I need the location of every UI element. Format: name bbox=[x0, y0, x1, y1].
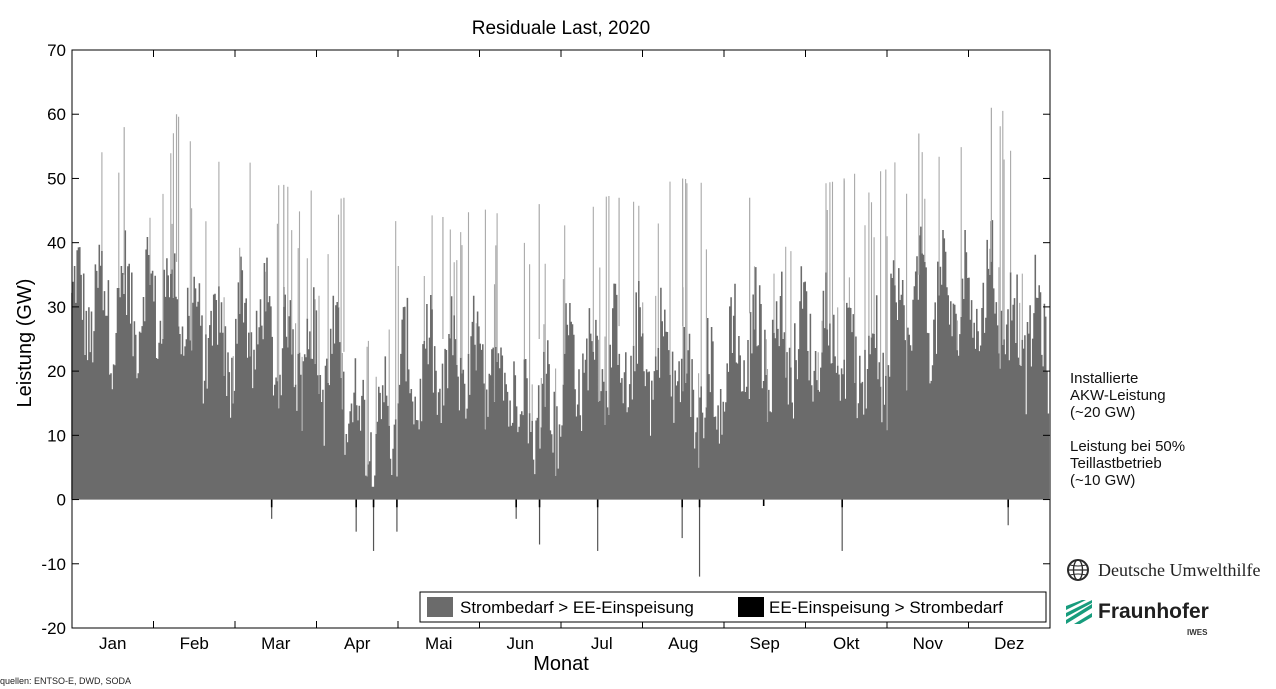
x-tick-label: Apr bbox=[344, 634, 371, 653]
y-tick-label: 50 bbox=[47, 169, 66, 188]
x-tick-label: Dez bbox=[994, 634, 1024, 653]
axes-group: 70 60 50 40 30 20 10 0 -10 -20 Jan Feb Mar Apr Mai Jun J… bbox=[41, 41, 1051, 653]
x-tick-label: Sep bbox=[750, 634, 780, 653]
legend-swatch-ee bbox=[738, 597, 764, 617]
akw-annotation: Installierte AKW-Leistung (~20 GW) bbox=[1070, 370, 1166, 421]
bars-group bbox=[71, 107, 1050, 577]
y-tick-label: 70 bbox=[47, 41, 66, 60]
y-tick-label: -10 bbox=[41, 555, 66, 574]
x-tick-label: Mar bbox=[261, 634, 291, 653]
legend: Strombedarf > EE-Einspeisung EE-Einspeisu… bbox=[419, 591, 1047, 623]
x-tick-label: Jul bbox=[591, 634, 613, 653]
legend-swatch-strombedarf bbox=[427, 597, 453, 617]
y-tick-label: -20 bbox=[41, 619, 66, 638]
y-tick-label: 20 bbox=[47, 362, 66, 381]
x-tick-label: Aug bbox=[668, 634, 698, 653]
duh-logo: Deutsche Umwelthilfe bbox=[1066, 558, 1260, 582]
y-axis-label: Leistung (GW) bbox=[14, 279, 36, 408]
x-tick-label: Okt bbox=[833, 634, 860, 653]
x-tick-label: Nov bbox=[913, 634, 944, 653]
source-note: quellen: ENTSO-E, DWD, SODA bbox=[0, 676, 132, 686]
bars-peaks bbox=[101, 110, 1023, 477]
teillast-annotation: Leistung bei 50% Teillastbetrieb (~10 GW… bbox=[1070, 438, 1186, 489]
fraunhofer-logo: Fraunhofer bbox=[1066, 600, 1209, 624]
fraunhofer-iwes-label: IWES bbox=[1187, 628, 1208, 637]
chart-title: Residuale Last, 2020 bbox=[472, 18, 651, 39]
fraunhofer-mark-icon bbox=[1066, 600, 1092, 624]
x-tick-label: Mai bbox=[425, 634, 452, 653]
legend-label-ee: EE-Einspeisung > Strombedarf bbox=[769, 598, 1003, 617]
x-tick-label: Jun bbox=[507, 634, 534, 653]
y-tick-label: 60 bbox=[47, 105, 66, 124]
duh-logo-text: Deutsche Umwelthilfe bbox=[1098, 559, 1261, 580]
globe-icon bbox=[1067, 559, 1089, 581]
legend-box bbox=[419, 591, 1047, 623]
fraunhofer-logo-text: Fraunhofer bbox=[1098, 600, 1209, 623]
y-tick-label: 0 bbox=[57, 491, 66, 510]
y-tick-label: 10 bbox=[47, 426, 66, 445]
y-tick-label: 30 bbox=[47, 298, 66, 317]
y-tick-label: 40 bbox=[47, 234, 66, 253]
x-axis-label: Monat bbox=[533, 653, 589, 675]
x-tick-label: Jan bbox=[99, 634, 126, 653]
legend-label-strombedarf: Strombedarf > EE-Einspeisung bbox=[460, 598, 694, 617]
x-tick-label: Feb bbox=[180, 634, 209, 653]
